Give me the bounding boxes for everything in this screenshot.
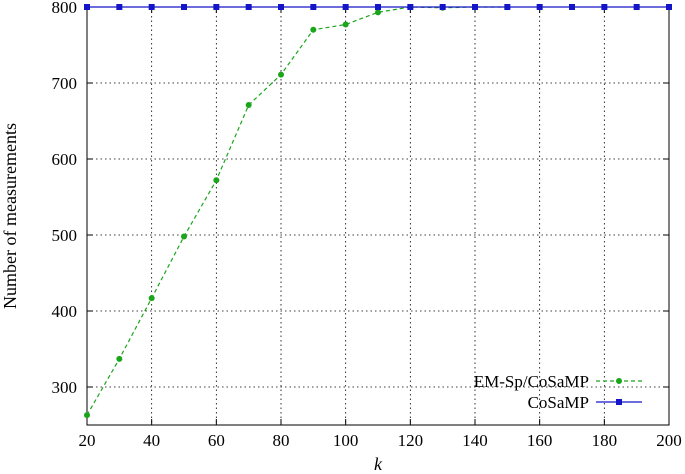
x-tick-label: 180 — [592, 431, 618, 450]
legend-label: CoSaMP — [528, 393, 589, 412]
data-point — [116, 4, 123, 10]
legend: EM-Sp/CoSaMP CoSaMP — [474, 372, 642, 412]
data-point — [245, 102, 252, 109]
data-point — [504, 4, 511, 10]
x-tick-label: 40 — [143, 431, 160, 450]
data-point — [310, 4, 317, 10]
data-point — [181, 233, 187, 240]
data-point — [342, 21, 349, 28]
data-point — [116, 355, 123, 362]
data-point — [213, 4, 220, 10]
data-point — [245, 4, 252, 10]
data-point — [84, 412, 90, 419]
y-tick-label: 700 — [52, 74, 78, 93]
x-tick-label: 140 — [462, 431, 488, 450]
y-axis-label: Number of measurements — [0, 123, 20, 309]
data-point — [472, 4, 478, 10]
data-point — [633, 4, 640, 10]
data-point — [310, 26, 317, 33]
x-tick-label: 200 — [656, 431, 682, 450]
plot-frame — [86, 6, 670, 426]
series-line — [86, 6, 508, 416]
x-tick-label: 120 — [398, 431, 424, 450]
tick-labels: 20 40 60 80 100 120 140 160 180 200 300 400 500 600 70… — [52, 0, 682, 450]
legend-label: EM-Sp/CoSaMP — [474, 372, 589, 391]
x-tick-label: 20 — [79, 431, 96, 450]
data-point — [569, 4, 575, 10]
x-tick-label: 160 — [527, 431, 553, 450]
data-point — [342, 4, 349, 10]
grid-lines — [87, 7, 669, 425]
axis-ticks — [86, 6, 670, 425]
y-tick-label: 300 — [52, 378, 78, 397]
legend-marker — [616, 378, 622, 384]
data-point — [148, 295, 155, 302]
data-point — [666, 4, 672, 10]
data-point — [278, 71, 284, 78]
legend-item: EM-Sp/CoSaMP — [474, 372, 642, 391]
x-axis-label: k — [374, 454, 383, 474]
legend-marker — [616, 399, 622, 405]
data-point — [213, 177, 220, 184]
series-em-sp-cosamp — [84, 4, 511, 419]
data-point — [536, 4, 543, 10]
x-tick-label: 60 — [208, 431, 225, 450]
y-tick-label: 500 — [52, 226, 78, 245]
data-point — [278, 4, 284, 10]
data-series — [84, 4, 672, 419]
data-point — [181, 4, 187, 10]
data-point — [148, 4, 155, 10]
x-tick-label: 80 — [273, 431, 290, 450]
series-cosamp — [84, 4, 672, 10]
data-point — [84, 4, 90, 10]
x-tick-label: 100 — [333, 431, 359, 450]
y-tick-label: 600 — [52, 150, 78, 169]
data-point — [375, 9, 381, 16]
data-point — [601, 4, 608, 10]
y-tick-label: 800 — [52, 0, 78, 17]
data-point — [407, 4, 414, 10]
y-tick-label: 400 — [52, 302, 78, 321]
data-point — [375, 4, 381, 10]
data-point — [439, 4, 446, 10]
legend-item: CoSaMP — [528, 393, 642, 412]
